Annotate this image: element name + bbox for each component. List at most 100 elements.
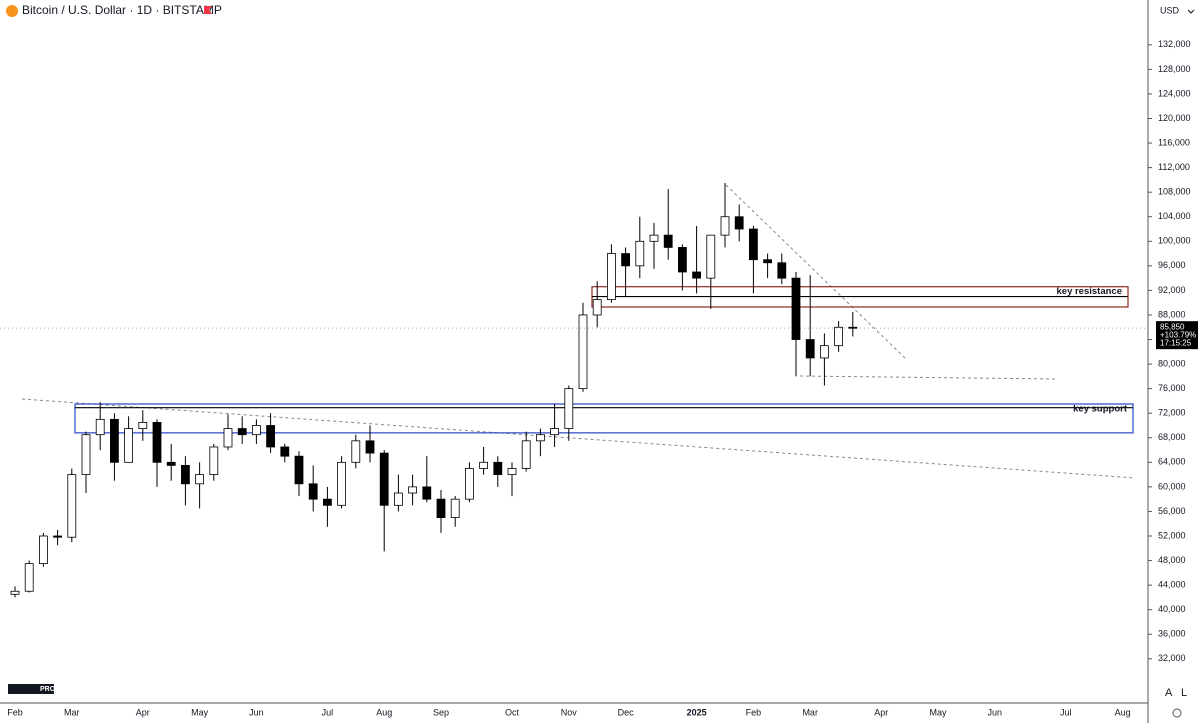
x-tick-label: Oct <box>505 707 520 717</box>
zone-label: key resistance <box>1057 286 1123 297</box>
candle-body <box>678 247 687 273</box>
candle-body <box>734 216 744 230</box>
y-tick-label: 92,000 <box>1158 285 1186 295</box>
candle-body <box>663 234 673 248</box>
candle-body <box>195 474 205 485</box>
candle-body <box>67 474 77 538</box>
logo[interactable] <box>8 684 54 694</box>
candle-body <box>24 563 34 592</box>
currency-caret[interactable] <box>1187 9 1195 14</box>
candle-body <box>124 428 133 463</box>
y-tick-label: 120,000 <box>1158 113 1191 123</box>
y-tick-label: 100,000 <box>1158 236 1191 246</box>
candle-body <box>493 461 503 476</box>
candle-body <box>834 326 843 347</box>
x-tick-label: May <box>191 707 209 717</box>
candle-body <box>379 452 389 506</box>
candle-body <box>39 535 48 565</box>
y-tick-label: 128,000 <box>1158 64 1191 74</box>
settings-button[interactable] <box>1172 708 1182 718</box>
candle-body <box>10 590 20 595</box>
candle-body <box>692 271 701 279</box>
y-tick-label: 48,000 <box>1158 555 1186 565</box>
candle-body <box>365 440 375 454</box>
change: +103.79% <box>1160 330 1196 339</box>
candle-body <box>422 486 432 500</box>
y-tick-label: 104,000 <box>1158 211 1191 221</box>
y-tick-label: 112,000 <box>1158 162 1190 172</box>
candle-body <box>720 216 730 236</box>
candle-body <box>706 234 716 279</box>
candle-body <box>393 492 403 506</box>
candle-body <box>337 461 347 506</box>
candle-body <box>479 461 489 469</box>
candle-body <box>507 468 517 476</box>
x-tick-label: Feb <box>7 707 23 717</box>
candle-body <box>521 440 531 469</box>
y-tick-label: 72,000 <box>1158 408 1186 418</box>
x-tick-label: May <box>929 707 947 717</box>
y-tick-label: 108,000 <box>1158 187 1191 197</box>
candle-body <box>536 434 545 442</box>
candle-body <box>777 262 787 279</box>
y-tick-label: 132,000 <box>1158 39 1191 49</box>
log-button[interactable]: L <box>1181 687 1187 699</box>
logo-text[interactable]: PRO <box>40 686 56 693</box>
x-tick-label: Jun <box>988 707 1003 717</box>
candle-body <box>564 388 574 429</box>
y-tick-label: 88,000 <box>1158 309 1186 319</box>
candle-body <box>763 259 772 264</box>
candle-body <box>53 535 62 538</box>
x-tick-label: Sep <box>433 707 449 717</box>
candle-body <box>436 498 446 518</box>
y-tick-label: 64,000 <box>1158 457 1186 467</box>
candle-body <box>322 498 332 506</box>
x-tick-label: Apr <box>136 707 150 717</box>
candle-body <box>621 253 630 267</box>
candle-body <box>635 240 645 267</box>
zone <box>74 403 1134 434</box>
flag[interactable] <box>204 6 212 14</box>
candle-body <box>550 428 559 436</box>
x-tick-label: Aug <box>1115 707 1131 717</box>
y-tick-label: 44,000 <box>1158 579 1186 589</box>
candle-body <box>848 326 858 329</box>
y-tick-label: 96,000 <box>1158 260 1186 270</box>
candle-body <box>820 345 829 359</box>
y-tick-label: 56,000 <box>1158 506 1186 516</box>
x-tick-label: Jul <box>1060 707 1072 717</box>
candle-body <box>408 486 418 494</box>
candle-body <box>81 434 91 476</box>
candle-body <box>607 253 616 301</box>
y-tick-label: 36,000 <box>1158 629 1186 639</box>
x-tick-label: Mar <box>802 707 818 717</box>
currency-button[interactable]: USD <box>1160 5 1180 15</box>
candle-body <box>805 339 815 359</box>
last-price: 85,850 <box>1160 322 1185 331</box>
x-tick-label: Mar <box>64 707 80 717</box>
countdown: 17:15:25 <box>1160 338 1192 347</box>
candle-body <box>791 277 801 340</box>
x-tick-label: Apr <box>874 707 888 717</box>
x-tick-label: Nov <box>561 707 578 717</box>
candle-body <box>464 468 474 500</box>
y-tick-label: 68,000 <box>1158 432 1186 442</box>
y-tick-label: 76,000 <box>1158 383 1186 393</box>
candle-body <box>110 418 119 463</box>
candle-body <box>308 483 318 500</box>
candle-body <box>209 446 219 476</box>
y-tick-label: 32,000 <box>1158 653 1186 663</box>
candle-body <box>649 234 659 242</box>
candle-body <box>223 428 233 448</box>
candle-body <box>138 422 148 429</box>
auto-button[interactable]: A <box>1165 687 1173 699</box>
zone-label: key support <box>1073 403 1128 414</box>
y-tick-label: 80,000 <box>1158 358 1186 368</box>
trendline <box>799 375 1058 380</box>
candle-body <box>152 422 162 463</box>
x-tick-label: Aug <box>376 707 392 717</box>
symbol-icon <box>6 5 18 17</box>
candle-body <box>578 314 588 390</box>
candle-body <box>592 299 602 316</box>
symbol-title: Bitcoin / U.S. Dollar · 1D · BITSTAMP <box>22 3 222 17</box>
